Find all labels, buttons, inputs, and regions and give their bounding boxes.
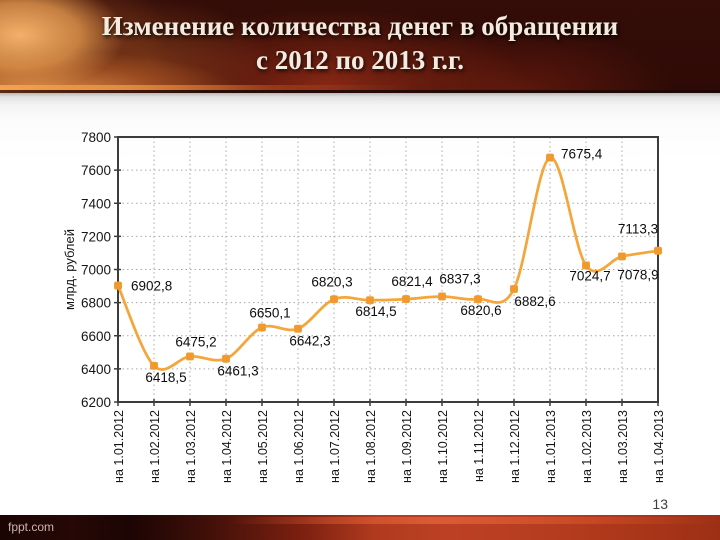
series-line — [116, 156, 660, 371]
y-tick-label: 7200 — [81, 229, 111, 244]
data-point-label: 6814,5 — [355, 304, 396, 319]
data-point-marker — [618, 252, 626, 261]
slide-title-line1: Изменение количества денег в обращении — [101, 11, 619, 41]
x-tick-label: на 1.06.2012 — [292, 410, 306, 483]
data-point-marker — [438, 292, 446, 301]
data-point-label: 6461,3 — [217, 364, 258, 379]
data-point-label: 6837,3 — [439, 271, 480, 286]
x-tick-label: на 1.01.2012 — [112, 410, 126, 483]
data-point-label: 6650,1 — [249, 305, 290, 320]
data-point-marker — [330, 295, 338, 304]
data-point-marker — [582, 261, 590, 270]
x-tick-label: на 1.08.2012 — [364, 410, 378, 483]
data-point-marker — [114, 281, 122, 290]
x-tick-label: на 1.02.2013 — [580, 410, 594, 483]
y-tick-label: 6400 — [81, 362, 111, 377]
data-point-label: 7024,7 — [569, 268, 610, 283]
data-point-marker — [294, 324, 302, 333]
data-point-label: 7113,3 — [618, 222, 658, 237]
data-point-label: 6642,3 — [289, 334, 330, 349]
y-tick-label: 6600 — [81, 329, 111, 344]
data-point-label: 6882,6 — [514, 294, 555, 309]
data-point-marker — [654, 246, 662, 255]
data-point-marker — [546, 153, 554, 162]
page-number: 13 — [652, 496, 668, 512]
data-point-marker — [258, 323, 266, 332]
footer-strip: fppt.com — [0, 515, 720, 540]
x-tick-label: на 1.10.2012 — [436, 410, 450, 483]
slide-header: Изменение количества денег в обращении с… — [0, 0, 720, 93]
x-tick-label: на 1.04.2013 — [652, 410, 666, 483]
x-tick-label: на 1.09.2012 — [400, 410, 414, 483]
data-point-label: 6902,8 — [131, 279, 172, 294]
x-tick-label: на 1.07.2012 — [328, 410, 342, 483]
data-point-marker — [150, 361, 158, 370]
x-tick-label: на 1.11.2012 — [472, 410, 486, 482]
data-point-marker — [186, 352, 194, 361]
data-point-marker — [474, 295, 482, 304]
data-point-label: 6475,2 — [175, 334, 216, 349]
y-tick-label: 7800 — [81, 130, 111, 145]
data-point-label: 6821,4 — [391, 274, 433, 289]
x-tick-label: на 1.04.2012 — [220, 410, 234, 483]
x-tick-label: на 1.05.2012 — [256, 410, 270, 483]
data-point-label: 7675,4 — [561, 147, 603, 162]
data-point-marker — [366, 296, 374, 305]
data-point-label: 7078,9 — [617, 267, 658, 282]
x-tick-label: на 1.12.2012 — [508, 410, 522, 483]
data-point-marker — [402, 295, 410, 304]
data-point-label: 6820,6 — [460, 303, 501, 318]
data-point-marker — [510, 284, 518, 293]
y-tick-label: 6200 — [81, 395, 111, 410]
slide-title: Изменение количества денег в обращении с… — [0, 0, 720, 77]
slide-title-line2: с 2012 по 2013 г.г. — [256, 45, 464, 75]
y-axis-title: млрд. рублей — [62, 229, 77, 310]
x-tick-label: на 1.01.2013 — [544, 410, 558, 483]
y-tick-label: 6800 — [81, 296, 111, 311]
y-tick-label: 7000 — [81, 263, 111, 278]
data-point-label: 6418,5 — [145, 370, 186, 385]
data-point-label: 6820,3 — [311, 274, 352, 289]
chart-panel: 6200 6400 6600 6800 7000 7200 7400 7600 7800 на 1… — [0, 93, 720, 515]
data-point-marker — [222, 354, 230, 363]
y-tick-label: 7400 — [81, 196, 111, 211]
x-tick-label: на 1.03.2012 — [184, 410, 198, 483]
fppt-watermark[interactable]: fppt.com — [8, 520, 55, 534]
x-tick-label: на 1.03.2013 — [616, 410, 630, 483]
x-tick-label: на 1.02.2012 — [148, 410, 162, 483]
y-tick-label: 7600 — [81, 163, 111, 178]
money-circulation-line-chart: 6200 6400 6600 6800 7000 7200 7400 7600 7800 на 1… — [62, 130, 666, 483]
